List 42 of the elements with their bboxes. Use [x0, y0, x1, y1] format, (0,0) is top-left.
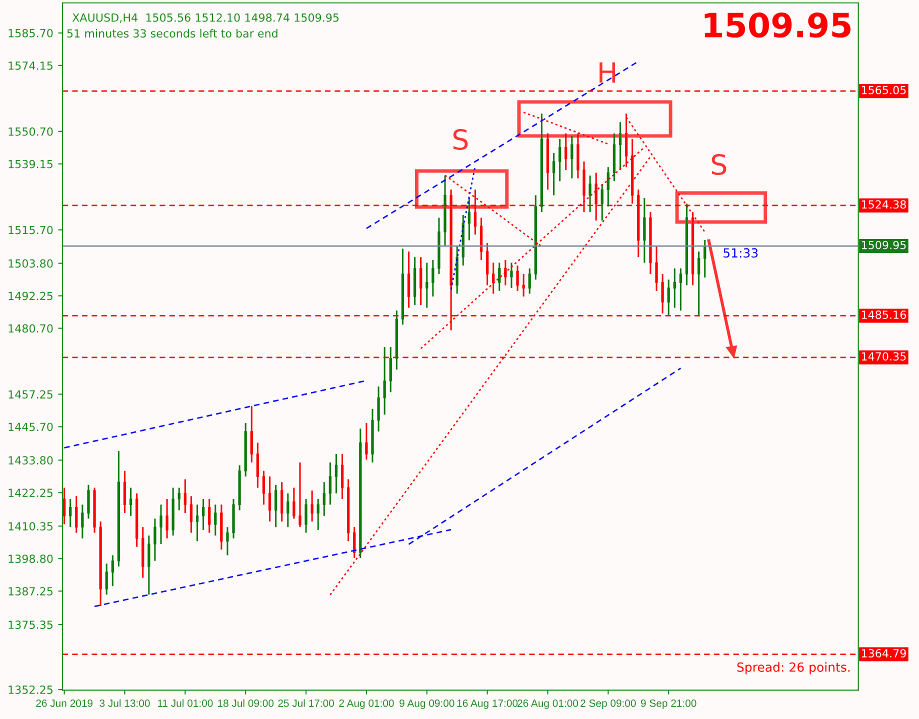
- x-tick-label: 16 Aug 17:00: [457, 700, 518, 709]
- text: 51 minutes 33 seconds left to bar end: [67, 28, 278, 38]
- x-tick-label: 18 Jul 09:00: [218, 699, 274, 707]
- annotation: 1509.95: [704, 12, 851, 38]
- x-tick-label: 2 Sep 09:00: [580, 700, 636, 709]
- y-tick-label: 1398.80: [8, 554, 53, 563]
- x-tick-label: 2 Aug 01:00: [339, 700, 394, 709]
- text: 51:33: [724, 248, 758, 258]
- ref-line-label: 1565.05: [862, 86, 906, 94]
- x-tick-label: 9 Aug 09:00: [400, 700, 454, 709]
- ref-line-label: 1524.38: [862, 200, 906, 209]
- y-tick-label: 1422.25: [8, 488, 52, 498]
- y-tick-label: 1492.25: [8, 292, 52, 300]
- ref-line-label: 1470.35: [862, 352, 906, 361]
- ref-line-label: 1485.16: [862, 310, 906, 319]
- y-tick-label: 1480.70: [8, 324, 53, 333]
- y-tick-label: 1387.25: [8, 587, 52, 596]
- x-tick-label: 3 Jul 13:00: [100, 699, 150, 707]
- text: S: [712, 154, 726, 176]
- y-tick-label: 1457.25: [8, 390, 52, 399]
- y-tick-label: 1352.25: [8, 686, 52, 694]
- x-tick-label: 26 Jun 2019: [36, 700, 92, 707]
- y-tick-label: 1539.15: [8, 160, 52, 168]
- ref-line-label: 1364.79: [862, 649, 906, 658]
- y-tick-label: 1503.80: [8, 259, 53, 268]
- annotation: H: [600, 62, 616, 83]
- x-tick-label: 26 Aug 01:00: [518, 700, 578, 709]
- y-tick-label: 1410.35: [8, 522, 52, 531]
- y-tick-label: 1515.70: [8, 226, 53, 234]
- y-tick-label: 1585.70: [8, 28, 53, 38]
- y-tick-label: 1574.15: [8, 62, 52, 70]
- x-tick-label: 25 Jul 17:00: [278, 699, 334, 707]
- annotation: S: [453, 129, 468, 150]
- y-tick-label: 1550.70: [8, 127, 53, 136]
- y-tick-label: 1375.35: [8, 620, 52, 629]
- text: Spread: 26 points.: [737, 662, 850, 674]
- text: XAUUSD,H4 1505.56 1512.10 1498.74 1509.95: [72, 13, 339, 23]
- y-tick-label: 1433.80: [8, 456, 53, 465]
- y-tick-label: 1445.70: [8, 422, 53, 432]
- ref-line-label: 1509.95: [862, 240, 906, 250]
- x-tick-label: 11 Jul 01:00: [158, 699, 213, 707]
- x-tick-label: 9 Sep 21:00: [640, 700, 696, 709]
